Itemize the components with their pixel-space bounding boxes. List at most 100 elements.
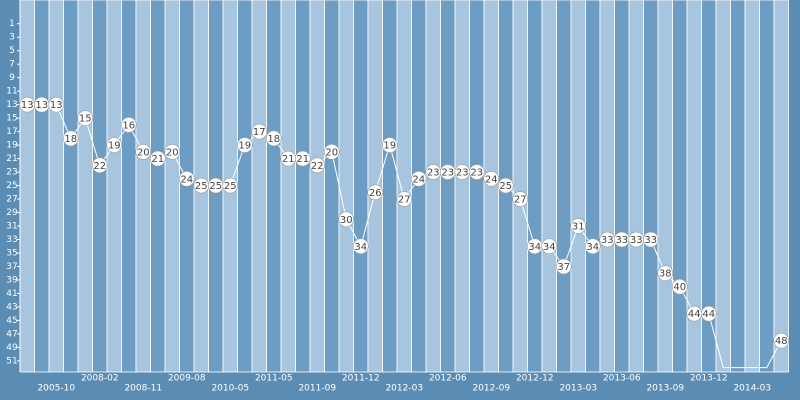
- point: 33: [599, 231, 616, 248]
- stripe: [556, 0, 572, 373]
- marker: [483, 171, 500, 187]
- y-tick-label: 27: [6, 195, 17, 205]
- point: 40: [671, 278, 688, 295]
- stripe: [657, 0, 673, 373]
- marker: [294, 150, 311, 167]
- data-label: 40: [673, 282, 686, 293]
- point: 21: [280, 150, 297, 167]
- point: 23: [468, 164, 485, 180]
- marker: [106, 137, 123, 153]
- point: 20: [135, 144, 152, 160]
- point: 24: [410, 171, 427, 187]
- stripe: [237, 0, 253, 373]
- stripe: [106, 0, 122, 373]
- data-label: 20: [137, 147, 150, 158]
- point: 18: [265, 130, 282, 147]
- data-label: 24: [485, 174, 498, 185]
- data-label: 34: [354, 242, 367, 253]
- marker: [657, 265, 674, 282]
- point: 34: [541, 238, 558, 255]
- point: 23: [454, 164, 471, 180]
- marker: [91, 157, 108, 174]
- stripe: [309, 0, 325, 373]
- data-label: 34: [543, 242, 556, 253]
- stripe: [48, 0, 64, 373]
- data-label: 16: [122, 120, 135, 131]
- stripe: [570, 0, 586, 373]
- point: 20: [323, 144, 340, 160]
- x-tick-label: 2011-12: [342, 374, 380, 384]
- point: 17: [251, 123, 268, 140]
- data-label: 20: [325, 147, 338, 158]
- data-label: 19: [383, 141, 396, 152]
- point: 23: [425, 164, 442, 180]
- x-tick-label: 2013-12: [690, 374, 728, 384]
- y-tick-label: 41: [6, 289, 17, 299]
- stripe: [440, 0, 456, 373]
- stripe: [672, 0, 688, 373]
- marker: [164, 144, 181, 160]
- marker: [62, 130, 79, 147]
- y-tick-label: 9: [9, 73, 15, 83]
- stripe: [628, 0, 644, 373]
- marker: [48, 96, 65, 113]
- y-tick-label: 15: [6, 114, 17, 124]
- marker: [352, 238, 369, 255]
- stripe: [469, 0, 485, 373]
- x-tick-label: 2014-03: [733, 384, 771, 394]
- stripe: [585, 0, 601, 373]
- point: 44: [700, 305, 717, 322]
- point: 26: [367, 184, 384, 201]
- y-tick-label: 1: [9, 19, 15, 29]
- y-tick-label: 45: [6, 316, 17, 326]
- stripe: [150, 0, 166, 373]
- point: 38: [657, 265, 674, 282]
- stripe: [135, 0, 151, 373]
- data-label: 19: [108, 141, 121, 152]
- x-tick-label: 2005-10: [37, 384, 75, 394]
- marker: [178, 171, 195, 187]
- marker: [149, 150, 166, 167]
- data-label: 48: [775, 336, 788, 347]
- x-tick-label: 2013-09: [646, 384, 684, 394]
- point: 33: [628, 231, 645, 248]
- marker: [396, 191, 413, 207]
- y-tick-label: 13: [6, 100, 17, 110]
- point: 20: [164, 144, 181, 160]
- marker: [77, 110, 94, 126]
- x-tick-label: 2012-03: [385, 384, 423, 394]
- data-label: 21: [282, 154, 295, 165]
- data-label: 44: [702, 309, 715, 320]
- data-label: 31: [572, 222, 585, 233]
- data-label: 24: [180, 174, 193, 185]
- point: 44: [686, 305, 703, 322]
- y-tick-label: 5: [9, 46, 15, 56]
- data-label: 13: [35, 100, 48, 111]
- stripe: [759, 0, 775, 373]
- point: 37: [555, 258, 572, 275]
- x-tick-label: 2011-05: [255, 374, 293, 384]
- x-tick-label: 2013-03: [559, 384, 597, 394]
- stripe: [614, 0, 630, 373]
- y-tick-label: 11: [6, 87, 17, 97]
- point: 23: [439, 164, 456, 180]
- stripe: [251, 0, 267, 373]
- marker: [584, 238, 601, 255]
- y-tick-label: 19: [6, 141, 18, 151]
- point: 25: [497, 177, 514, 194]
- y-tick-label: 49: [6, 343, 18, 353]
- marker: [512, 191, 529, 207]
- point: 19: [106, 137, 123, 153]
- point: 21: [294, 150, 311, 167]
- marker: [468, 164, 485, 180]
- marker: [367, 184, 384, 201]
- data-label: 19: [238, 141, 251, 152]
- stripe: [266, 0, 282, 373]
- marker: [236, 137, 253, 153]
- y-tick-label: 47: [6, 329, 17, 339]
- point: 34: [584, 238, 601, 255]
- y-tick-label: 17: [6, 127, 17, 137]
- stripe: [382, 0, 398, 373]
- stripe: [19, 0, 35, 373]
- data-label: 25: [224, 181, 237, 192]
